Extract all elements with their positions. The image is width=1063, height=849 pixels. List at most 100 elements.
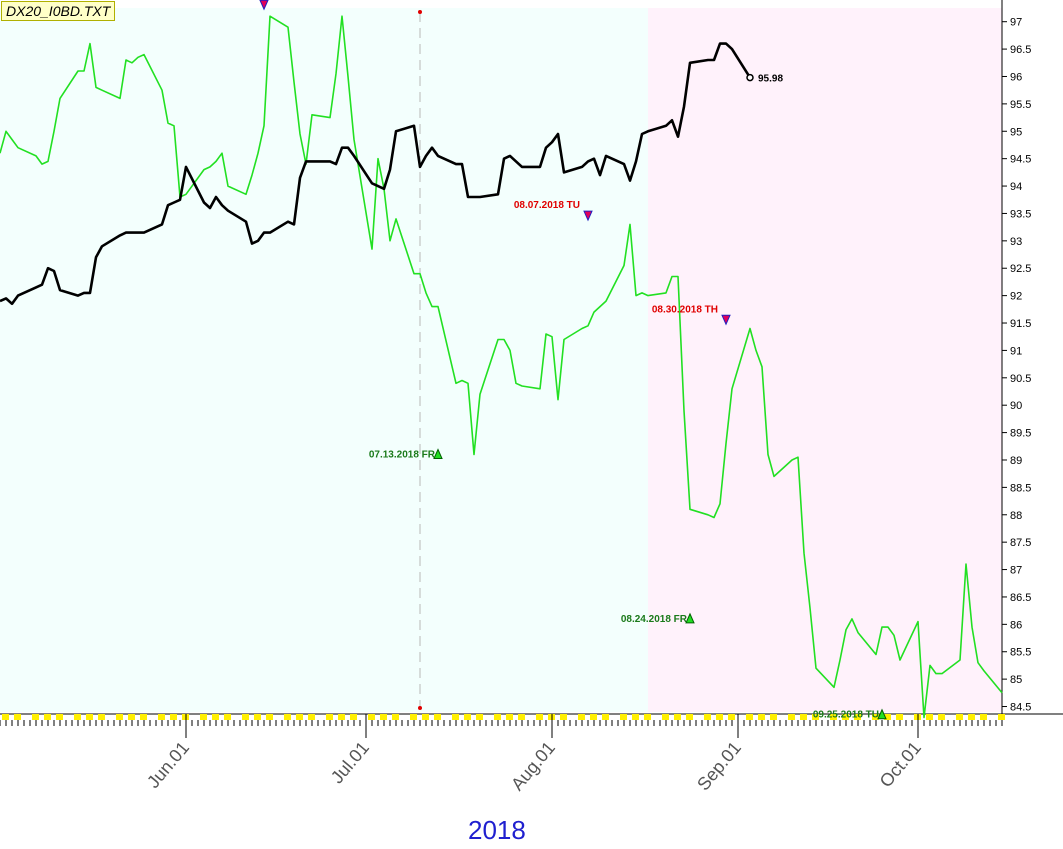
y-tick-label: 87.5	[1010, 537, 1031, 549]
y-tick-label: 92.5	[1010, 263, 1031, 275]
day-marker	[998, 714, 1005, 720]
y-tick-label: 89	[1010, 455, 1022, 467]
day-marker	[32, 714, 39, 720]
vertical-marker-bottom-dot	[418, 706, 422, 710]
y-tick-label: 88	[1010, 510, 1022, 522]
day-marker	[158, 714, 165, 720]
day-marker	[326, 714, 333, 720]
day-marker	[968, 714, 975, 720]
series-end-label: 95.98	[758, 74, 783, 85]
year-label: 2018	[468, 815, 526, 845]
day-marker	[872, 714, 879, 720]
day-marker	[536, 714, 543, 720]
day-marker	[338, 714, 345, 720]
day-marker	[788, 714, 795, 720]
day-marker	[956, 714, 963, 720]
y-tick-label: 90.5	[1010, 373, 1031, 385]
peak-label: 08.30.2018 TH	[652, 304, 718, 315]
day-marker	[452, 714, 459, 720]
y-tick-label: 93.5	[1010, 208, 1031, 220]
y-tick-label: 92	[1010, 291, 1022, 303]
day-marker	[410, 714, 417, 720]
day-marker	[212, 714, 219, 720]
day-marker	[266, 714, 273, 720]
x-tick-label: Jul.01	[327, 738, 373, 788]
day-marker	[308, 714, 315, 720]
day-marker	[392, 714, 399, 720]
day-marker	[620, 714, 627, 720]
x-tick-label: Sep.01	[693, 738, 745, 795]
day-marker	[602, 714, 609, 720]
y-tick-label: 94.5	[1010, 154, 1031, 166]
y-tick-label: 95	[1010, 126, 1022, 138]
day-marker	[854, 714, 861, 720]
day-marker	[800, 714, 807, 720]
day-marker	[128, 714, 135, 720]
day-marker	[896, 714, 903, 720]
day-marker	[2, 714, 9, 720]
series-end-marker	[746, 73, 754, 82]
day-marker	[464, 714, 471, 720]
day-marker	[74, 714, 81, 720]
series-line-1	[0, 42, 752, 306]
day-marker	[728, 714, 735, 720]
day-marker	[704, 714, 711, 720]
day-marker	[746, 714, 753, 720]
peak-marker	[259, 0, 269, 11]
day-marker	[632, 714, 639, 720]
y-tick-label: 96	[1010, 71, 1022, 83]
y-tick-label: 86.5	[1010, 592, 1031, 604]
background-region	[0, 8, 648, 712]
x-tick-label: Oct.01	[876, 738, 925, 791]
y-tick-label: 85.5	[1010, 647, 1031, 659]
day-marker	[758, 714, 765, 720]
y-tick-label: 84.5	[1010, 702, 1031, 714]
day-marker	[674, 714, 681, 720]
day-marker	[662, 714, 669, 720]
day-marker	[224, 714, 231, 720]
day-marker	[380, 714, 387, 720]
day-marker	[296, 714, 303, 720]
x-tick-label: Jun.01	[143, 738, 193, 792]
day-marker	[926, 714, 933, 720]
y-tick-label: 89.5	[1010, 428, 1031, 440]
day-marker	[644, 714, 651, 720]
trough-label: 08.24.2018 FR	[621, 614, 688, 625]
day-marker	[506, 714, 513, 720]
day-marker	[350, 714, 357, 720]
day-marker	[770, 714, 777, 720]
day-marker	[938, 714, 945, 720]
day-marker	[422, 714, 429, 720]
trough-marker	[877, 708, 887, 720]
trough-label: 07.13.2018 FR	[369, 450, 436, 461]
day-marker	[884, 714, 891, 720]
day-marker	[56, 714, 63, 720]
file-label: DX20_I0BD.TXT	[1, 1, 116, 21]
y-tick-label: 91	[1010, 345, 1022, 357]
y-tick-label: 90	[1010, 400, 1022, 412]
peak-marker	[583, 210, 593, 222]
day-marker	[368, 714, 375, 720]
day-marker	[830, 714, 837, 720]
y-tick-label: 87	[1010, 565, 1022, 577]
day-marker	[254, 714, 261, 720]
day-marker	[98, 714, 105, 720]
y-tick-label: 94	[1010, 181, 1022, 193]
y-tick-label: 88.5	[1010, 482, 1031, 494]
y-tick-label: 91.5	[1010, 318, 1031, 330]
day-marker	[44, 714, 51, 720]
day-marker	[578, 714, 585, 720]
trough-marker	[685, 612, 695, 624]
peak-marker	[721, 314, 731, 326]
y-tick-label: 97	[1010, 17, 1022, 29]
day-marker	[590, 714, 597, 720]
day-marker	[476, 714, 483, 720]
day-marker	[716, 714, 723, 720]
day-marker	[284, 714, 291, 720]
background-region	[648, 8, 1002, 712]
day-marker	[842, 714, 849, 720]
day-marker	[140, 714, 147, 720]
y-tick-label: 86	[1010, 619, 1022, 631]
